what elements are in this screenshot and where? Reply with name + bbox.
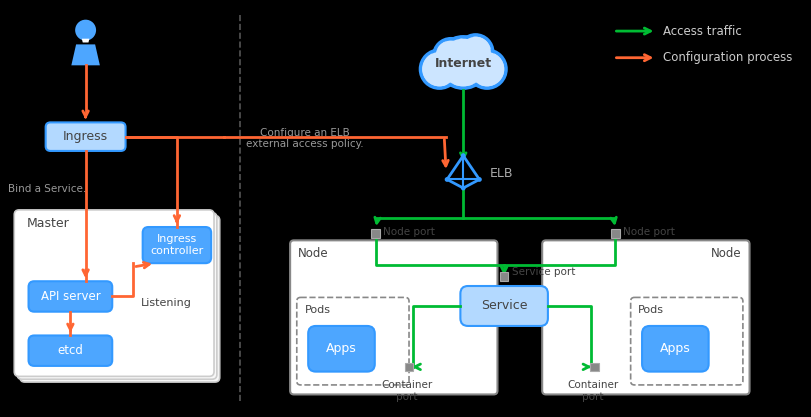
Text: ELB: ELB [490, 167, 513, 180]
FancyBboxPatch shape [308, 326, 375, 372]
Circle shape [461, 186, 466, 191]
FancyBboxPatch shape [642, 326, 709, 372]
Circle shape [75, 20, 96, 40]
Text: Listening: Listening [141, 298, 191, 308]
Circle shape [477, 177, 482, 182]
FancyBboxPatch shape [28, 335, 112, 366]
Text: Container
port: Container port [381, 380, 433, 402]
Circle shape [434, 39, 468, 73]
Text: Master: Master [27, 217, 70, 230]
Text: Service port: Service port [512, 267, 575, 277]
Text: Node port: Node port [623, 227, 675, 237]
Text: Pods: Pods [304, 305, 330, 315]
FancyBboxPatch shape [461, 286, 548, 326]
Polygon shape [71, 44, 100, 65]
Text: API server: API server [41, 290, 101, 303]
Bar [371, 229, 380, 238]
Text: Access traffic: Access traffic [663, 25, 742, 38]
FancyBboxPatch shape [543, 240, 749, 394]
Text: Ingress
controller: Ingress controller [150, 234, 204, 256]
Bar [405, 362, 414, 371]
FancyBboxPatch shape [20, 216, 220, 382]
FancyBboxPatch shape [290, 240, 497, 394]
Text: etcd: etcd [58, 344, 84, 357]
Circle shape [470, 52, 504, 86]
Text: Service: Service [481, 299, 527, 312]
Circle shape [438, 37, 489, 88]
Text: Configure an ELB
external access policy.: Configure an ELB external access policy. [246, 128, 363, 149]
Text: Ingress: Ingress [63, 130, 108, 143]
Polygon shape [82, 39, 89, 43]
FancyBboxPatch shape [143, 227, 211, 263]
Bar [611, 229, 620, 238]
Text: Node: Node [711, 247, 742, 260]
FancyBboxPatch shape [28, 281, 112, 311]
Text: Node: Node [298, 247, 328, 260]
Text: Apps: Apps [660, 342, 691, 355]
Text: Container
port: Container port [567, 380, 618, 402]
Circle shape [444, 177, 449, 182]
Circle shape [440, 39, 487, 86]
Text: Configuration process: Configuration process [663, 51, 792, 64]
Text: Pods: Pods [638, 305, 664, 315]
Bar [500, 272, 508, 281]
Circle shape [420, 50, 458, 88]
FancyBboxPatch shape [45, 123, 126, 151]
FancyBboxPatch shape [15, 210, 214, 377]
Circle shape [423, 52, 457, 86]
Text: Internet: Internet [435, 57, 491, 70]
Circle shape [461, 153, 466, 158]
Text: Apps: Apps [326, 342, 357, 355]
Circle shape [458, 35, 493, 69]
Text: Bind a Service.: Bind a Service. [7, 184, 86, 194]
Circle shape [436, 40, 466, 71]
FancyBboxPatch shape [17, 213, 217, 379]
Bar [590, 362, 599, 371]
Text: Node port: Node port [384, 227, 436, 237]
Circle shape [468, 50, 506, 88]
Circle shape [461, 37, 491, 67]
